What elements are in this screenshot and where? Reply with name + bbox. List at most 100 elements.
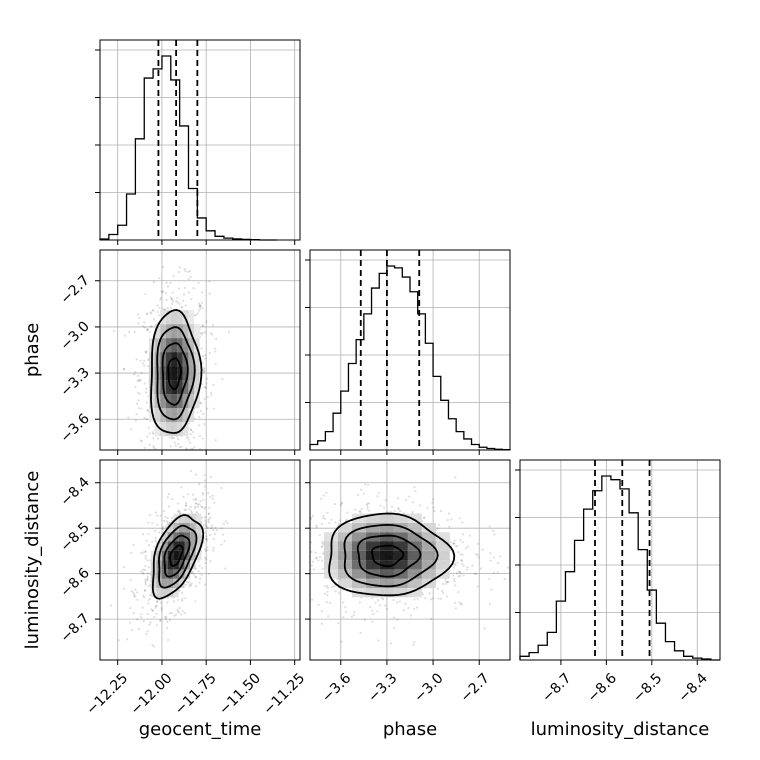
scatter-point [194,505,197,508]
scatter-point [359,488,363,491]
scatter-point [158,277,161,280]
scatter-point [214,362,217,365]
scatter-point [188,585,191,588]
scatter-point [178,510,181,513]
scatter-point [142,325,145,328]
scatter-point [397,508,400,511]
scatter-point [321,544,324,548]
scatter-point [143,569,146,572]
density-cell [190,532,196,542]
scatter-point [433,510,436,513]
scatter-point [396,618,399,621]
scatter-point [185,580,189,584]
scatter-point [195,511,198,514]
scatter-point [177,598,180,602]
scatter-point [155,612,158,615]
x-tick-label: −11.50 [216,670,264,718]
scatter-point [411,510,414,513]
scatter-point [205,377,209,380]
scatter-point [320,545,323,549]
scatter-point [203,370,206,373]
scatter-point [296,552,298,554]
scatter-point [456,561,459,564]
scatter-point [152,318,156,321]
density-cell [365,560,380,570]
scatter-point [363,618,366,621]
density-cell [173,522,179,533]
scatter-point [408,495,411,498]
scatter-point [183,612,186,615]
scatter-point [338,519,341,522]
panel-frame [99,39,301,241]
scatter-point [496,561,500,564]
density-cell [407,578,422,588]
scatter-point [154,537,157,540]
scatter-point [340,502,344,505]
scatter-point [211,324,215,327]
scatter-point [194,473,198,476]
scatter-point [182,450,184,452]
density-cell [194,380,200,395]
scatter-point [296,494,298,496]
scatter-point [459,538,462,542]
scatter-point [153,545,156,548]
scatter-point [205,538,208,541]
scatter-point [208,280,211,283]
scatter-point [187,435,190,439]
panel-frame [99,249,301,451]
scatter-point [206,549,209,552]
scatter-point [203,474,206,477]
scatter-point [320,559,324,562]
scatter-point [187,438,190,441]
scatter-point [146,575,149,579]
scatter-point [137,379,140,382]
scatter-point [452,542,455,545]
scatter-point [122,565,126,568]
scatter-point [475,572,478,575]
scatter-point [170,516,174,519]
scatter-point [125,638,129,641]
scatter-point [134,419,137,422]
scatter-point [442,591,445,594]
scatter-point [366,483,370,487]
scatter-point [446,518,449,522]
density-cell [171,324,178,339]
scatter-point [143,359,146,362]
density-cell [182,422,189,437]
scatter-point [148,456,150,458]
scatter-point [188,269,191,273]
density-cell [379,550,394,561]
scatter-point [359,631,362,634]
scatter-point [305,581,307,583]
scatter-point [190,510,193,513]
scatter-point [196,411,199,414]
scatter-point [136,598,139,601]
scatter-point [187,581,190,584]
scatter-point [145,417,149,421]
scatter-point [144,391,148,394]
scatter-point [166,232,168,234]
scatter-point [149,325,152,328]
scatter-point [202,355,205,358]
density-cell [351,522,366,533]
scatter-point [194,585,197,588]
y-tick-label: −8.7 [57,611,92,646]
density-cell [435,550,450,561]
scatter-point [448,525,451,528]
scatter-point [140,570,143,573]
scatter-point [140,439,143,442]
density-cell [421,541,436,551]
y-tick-label: −3.6 [57,411,92,446]
scatter-point [192,498,195,501]
density-cell [167,532,174,542]
scatter-point [173,441,176,444]
scatter-point [177,437,180,441]
scatter-point [151,431,154,434]
density-cell [154,408,161,423]
density-cell [154,422,161,437]
scatter-point [185,447,188,450]
scatter-point [184,304,187,307]
scatter-point [326,511,329,514]
scatter-point [489,559,492,562]
scatter-point [166,597,169,600]
